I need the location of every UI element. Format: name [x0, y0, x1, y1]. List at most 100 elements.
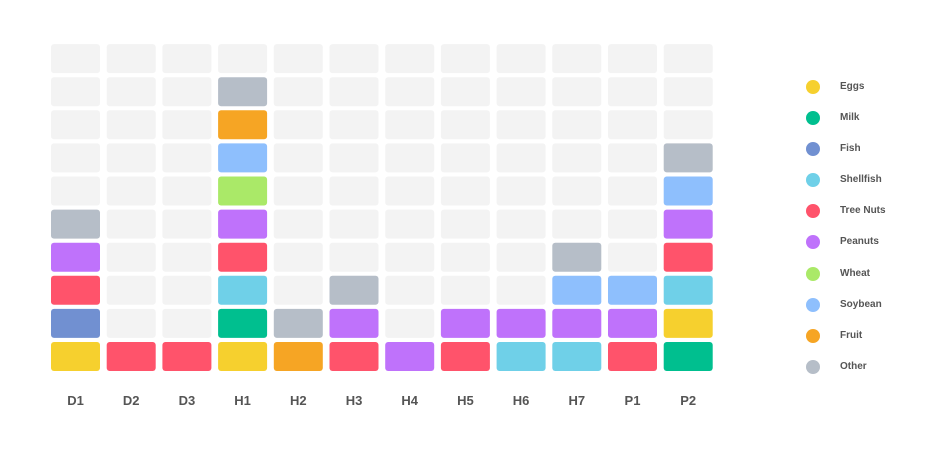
x-tick-label-d3: D3 — [179, 393, 196, 408]
empty-cell-h5-10 — [440, 44, 490, 74]
x-axis-tick-labels: D1 D2 D3 H1 H2 H3 H4 H5 H6 H7 P1 P2 — [67, 393, 696, 408]
empty-cell-h7-8 — [552, 110, 602, 140]
empty-cell-h3-10 — [329, 44, 379, 74]
empty-cell-h4-3 — [385, 275, 435, 305]
block-h7-shellfish — [552, 342, 602, 371]
empty-cell-p1-6 — [608, 176, 657, 206]
empty-cell-h3-7 — [329, 143, 379, 173]
empty-cell-h5-3 — [440, 275, 490, 305]
block-d1-peanuts — [51, 242, 100, 272]
x-tick-label-h4: H4 — [401, 393, 418, 408]
empty-cell-p2-8 — [663, 110, 713, 140]
empty-cell-h4-7 — [385, 143, 435, 173]
block-d1-other — [51, 209, 100, 239]
legend-item-fish: Fish — [806, 140, 926, 171]
legend-label-peanuts: Peanuts — [840, 236, 879, 248]
empty-cell-d2-9 — [106, 77, 156, 107]
legend-label-soybean: Soybean — [840, 298, 882, 310]
block-h1-tree-nuts — [218, 242, 268, 272]
block-h1-fruit — [218, 110, 268, 140]
empty-cell-d2-7 — [106, 143, 156, 173]
grid-cells — [51, 44, 713, 371]
x-tick-label-h2: H2 — [290, 393, 307, 408]
legend-label-shellfish: Shellfish — [840, 174, 882, 186]
block-d3-tree-nuts — [162, 342, 212, 371]
legend-item-shellfish: Shellfish — [806, 171, 926, 202]
empty-cell-h2-4 — [273, 242, 323, 272]
block-d1-eggs — [51, 342, 100, 371]
empty-cell-d2-3 — [106, 275, 156, 305]
empty-cell-p2-10 — [663, 44, 713, 74]
empty-cell-p1-8 — [608, 110, 657, 140]
x-tick-label-d1: D1 — [67, 393, 84, 408]
x-tick-label-p1: P1 — [625, 393, 641, 408]
empty-cell-h6-4 — [496, 242, 546, 272]
block-h1-eggs — [218, 342, 268, 371]
empty-cell-h4-5 — [385, 209, 435, 239]
empty-cell-p1-9 — [608, 77, 657, 107]
empty-cell-h2-6 — [273, 176, 323, 206]
empty-cell-d3-3 — [162, 275, 212, 305]
legend-swatch-fish — [806, 142, 820, 157]
legend-item-eggs: Eggs — [806, 78, 926, 109]
empty-cell-h7-10 — [552, 44, 602, 74]
legend-swatch-shellfish — [806, 173, 820, 188]
empty-cell-h7-7 — [552, 143, 602, 173]
empty-cell-h7-9 — [552, 77, 602, 107]
empty-cell-h2-5 — [273, 209, 323, 239]
legend-item-milk: Milk — [806, 109, 926, 140]
empty-cell-h4-10 — [385, 44, 435, 74]
legend-item-wheat: Wheat — [806, 265, 926, 296]
block-h1-shellfish — [218, 275, 268, 305]
block-h1-wheat — [218, 176, 268, 206]
x-tick-label-p2: P2 — [680, 393, 696, 408]
empty-cell-h2-8 — [273, 110, 323, 140]
legend-swatch-milk — [806, 111, 820, 126]
empty-cell-d2-5 — [106, 209, 156, 239]
empty-cell-d3-10 — [162, 44, 212, 74]
empty-cell-h6-10 — [496, 44, 546, 74]
block-p2-shellfish — [663, 275, 713, 305]
block-h1-milk — [218, 308, 268, 338]
legend-label-other: Other — [840, 360, 867, 372]
empty-cell-d3-6 — [162, 176, 212, 206]
x-tick-label-h7: H7 — [568, 393, 585, 408]
block-h2-other — [273, 308, 323, 338]
empty-cell-d1-8 — [51, 110, 100, 140]
legend-item-peanuts: Peanuts — [806, 233, 926, 264]
empty-cell-h4-6 — [385, 176, 435, 206]
block-p1-peanuts — [608, 308, 657, 338]
empty-cell-d2-4 — [106, 242, 156, 272]
block-h7-other — [552, 242, 602, 272]
block-h3-tree-nuts — [329, 342, 379, 371]
empty-cell-d2-10 — [106, 44, 156, 74]
empty-cell-h2-3 — [273, 275, 323, 305]
block-h5-peanuts — [440, 308, 490, 338]
block-h4-peanuts — [385, 342, 435, 371]
empty-cell-h3-4 — [329, 242, 379, 272]
legend-swatch-wheat — [806, 266, 820, 281]
empty-cell-h6-9 — [496, 77, 546, 107]
x-tick-label-d2: D2 — [123, 393, 140, 408]
block-h6-shellfish — [496, 342, 546, 371]
empty-cell-h3-8 — [329, 110, 379, 140]
block-h2-fruit — [273, 342, 323, 371]
empty-cell-p2-9 — [663, 77, 713, 107]
block-h7-soybean — [552, 275, 602, 305]
empty-cell-d2-2 — [106, 308, 156, 338]
legend-swatch-soybean — [806, 297, 820, 312]
block-d1-fish — [51, 308, 100, 338]
empty-cell-d1-9 — [51, 77, 100, 107]
empty-cell-h7-6 — [552, 176, 602, 206]
empty-cell-h6-8 — [496, 110, 546, 140]
empty-cell-h5-9 — [440, 77, 490, 107]
empty-cell-d3-2 — [162, 308, 212, 338]
legend-label-wheat: Wheat — [840, 267, 870, 279]
block-d1-tree-nuts — [51, 275, 100, 305]
legend-swatch-peanuts — [806, 235, 820, 250]
legend-item-soybean: Soybean — [806, 296, 926, 327]
legend: Eggs Milk Fish Shellfish Tree Nuts Peanuts Whe… — [806, 78, 926, 389]
empty-cell-d1-10 — [51, 44, 100, 74]
block-p2-eggs — [663, 308, 713, 338]
